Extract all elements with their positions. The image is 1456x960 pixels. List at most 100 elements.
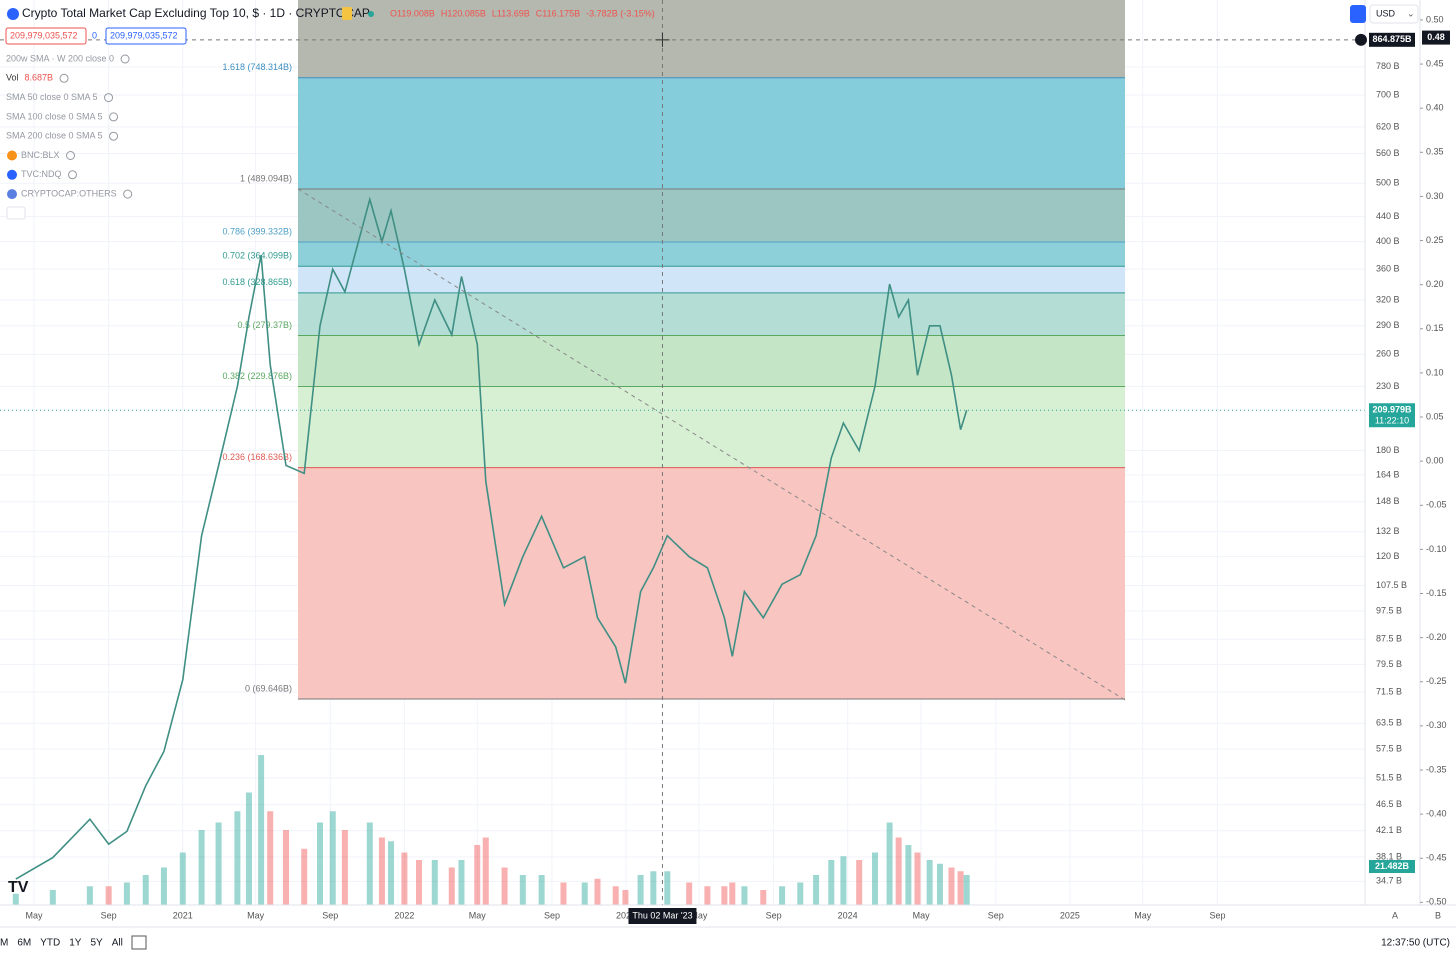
fib-zone xyxy=(298,188,1125,243)
volume-bar xyxy=(160,867,167,905)
range-button[interactable]: M xyxy=(0,938,8,949)
volume-bar xyxy=(840,856,847,905)
x-tick-label: May xyxy=(690,910,708,920)
visibility-toggle[interactable] xyxy=(109,131,119,141)
volume-bar xyxy=(594,878,601,905)
indicator-name: BNC:BLX xyxy=(21,150,60,160)
volume-bar xyxy=(388,841,395,905)
y-tick-label: 260 B xyxy=(1376,349,1400,359)
input-box[interactable] xyxy=(105,27,187,45)
volume-bar xyxy=(12,893,19,905)
range-button[interactable]: All xyxy=(112,938,123,949)
y2-tick-label: 0.10 xyxy=(1426,367,1444,377)
x-tick-label: May xyxy=(25,910,43,920)
scale-button[interactable]: A xyxy=(1392,910,1398,920)
crosshair-date-box xyxy=(628,908,697,924)
y2-tick-label: 0.50 xyxy=(1426,14,1444,24)
y-tick-label: 63.5 B xyxy=(1376,718,1402,728)
clock: 12:37:50 (UTC) xyxy=(1381,938,1450,949)
fib-trend-line xyxy=(297,188,1126,701)
crosshair-cursor xyxy=(655,32,670,47)
y-tick-label: 51.5 B xyxy=(1376,772,1402,782)
ohlc-value: O119.008B xyxy=(390,8,435,18)
volume-bar xyxy=(779,886,786,905)
y-tick-label: 560 B xyxy=(1376,148,1400,158)
volume-bar xyxy=(448,867,455,905)
add-alert-icon[interactable] xyxy=(1355,33,1367,46)
volume-bar xyxy=(215,822,222,905)
volume-bar xyxy=(415,860,422,905)
last-price-box xyxy=(1369,403,1415,428)
y-tick-label: 38.1 B xyxy=(1376,851,1402,861)
volume-bar xyxy=(245,792,252,905)
y2-tick-label: 0.30 xyxy=(1426,191,1444,201)
volume-bar xyxy=(622,890,629,905)
fib-zone xyxy=(298,292,1125,336)
y-tick-label: 620 B xyxy=(1376,121,1400,131)
ohlc-value: L113.69B xyxy=(492,8,530,18)
volume-bar xyxy=(741,886,748,905)
y-tick-label: 360 B xyxy=(1376,264,1400,274)
x-tick-label: Sep xyxy=(101,910,117,920)
crosshair-price-box xyxy=(1369,32,1415,47)
y-tick-label: 700 B xyxy=(1376,90,1400,100)
scale-button[interactable]: B xyxy=(1435,910,1441,920)
range-button[interactable]: 6M xyxy=(17,938,31,949)
currency-label: USD xyxy=(1376,8,1396,18)
volume-bar xyxy=(905,845,912,905)
y-tick-label: 500 B xyxy=(1376,178,1400,188)
range-button[interactable]: 1Y xyxy=(69,938,82,949)
volume-bar xyxy=(282,830,289,905)
y-tick-label: 42.1 B xyxy=(1376,825,1402,835)
compare-button[interactable] xyxy=(1350,5,1366,23)
volume-bar xyxy=(329,811,336,905)
currency-button[interactable] xyxy=(1369,4,1419,24)
crosshair-percent-box xyxy=(1422,30,1450,45)
volume-bar xyxy=(581,882,588,905)
visibility-toggle[interactable] xyxy=(66,151,76,160)
y2-tick-label: 0.25 xyxy=(1426,235,1444,245)
volume-bar xyxy=(886,822,893,905)
volume-bar xyxy=(538,875,545,905)
plot xyxy=(0,0,1365,905)
y2-tick-label: -0.35 xyxy=(1426,764,1447,774)
visibility-toggle[interactable] xyxy=(104,93,114,103)
fib-level-label: 0 (69.646B) xyxy=(245,683,292,693)
fib-zone xyxy=(298,467,1125,700)
input-value: 209,979,035,572 xyxy=(110,30,178,40)
volume-bar xyxy=(948,867,955,905)
fib-level-label: 0.786 (399.332B) xyxy=(222,226,292,236)
y-tick-label: 97.5 B xyxy=(1376,605,1402,615)
y2-tick-label: -0.40 xyxy=(1426,808,1447,818)
volume-bar xyxy=(123,882,130,905)
calendar-icon[interactable] xyxy=(131,935,147,950)
visibility-toggle[interactable] xyxy=(120,54,130,64)
y2-tick-label: -0.15 xyxy=(1426,588,1447,598)
fib-level-label: 0.5 (279.37B) xyxy=(237,320,292,330)
visibility-toggle[interactable] xyxy=(68,170,77,180)
ohlc-value: H120.085B xyxy=(441,8,486,18)
y-tick-label: 120 B xyxy=(1376,551,1400,561)
range-button[interactable]: 5Y xyxy=(90,938,103,949)
collapse-legend[interactable] xyxy=(6,206,26,220)
input-box[interactable] xyxy=(5,27,87,45)
visibility-toggle[interactable] xyxy=(59,73,69,83)
fib-zone xyxy=(298,242,1125,267)
currency-controls: USD ⌄ xyxy=(1350,4,1419,24)
volume-bar xyxy=(301,848,308,905)
volume-bar xyxy=(760,890,767,905)
y-tick-label: 148 B xyxy=(1376,496,1400,506)
x-tick-label: Sep xyxy=(1209,910,1225,920)
indicator-name: Vol xyxy=(6,73,19,83)
y2-tick-label: -0.50 xyxy=(1426,897,1447,907)
visibility-toggle[interactable] xyxy=(109,112,119,122)
indicator-name: TVC:NDQ xyxy=(21,169,62,179)
volume-bar xyxy=(560,882,567,905)
visibility-toggle[interactable] xyxy=(123,189,133,199)
range-button[interactable]: YTD xyxy=(40,938,60,949)
y2-tick-label: 0.20 xyxy=(1426,279,1444,289)
y-tick-label: 71.5 B xyxy=(1376,687,1402,697)
volume-bar xyxy=(926,860,933,905)
ohlc-value: -3.782B (-3.15%) xyxy=(586,8,655,18)
